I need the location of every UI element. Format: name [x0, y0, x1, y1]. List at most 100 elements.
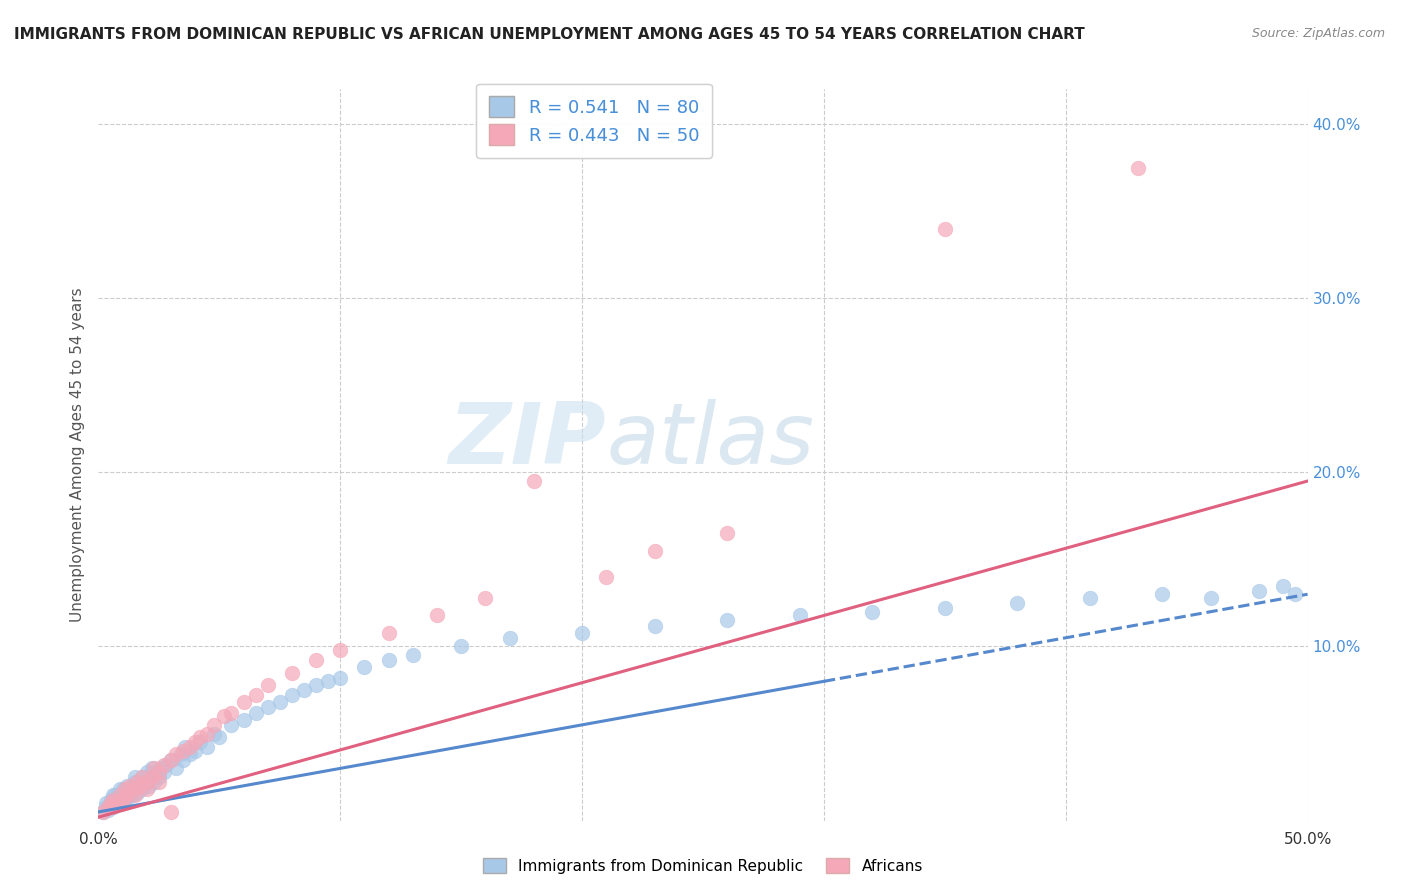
Point [256, 700, 278, 714]
Point [1284, 587, 1306, 601]
Point [117, 786, 139, 800]
Point [1152, 587, 1174, 601]
Point [860, 605, 883, 619]
Point [121, 788, 143, 802]
Point [329, 643, 352, 657]
Point [169, 747, 191, 762]
Point [107, 796, 129, 810]
Point [118, 789, 141, 804]
Point [644, 543, 666, 558]
Text: Source: ZipAtlas.com: Source: ZipAtlas.com [1251, 27, 1385, 40]
Point [204, 718, 226, 732]
Point [204, 726, 226, 740]
Y-axis label: Unemployment Among Ages 45 to 54 years: Unemployment Among Ages 45 to 54 years [69, 287, 84, 623]
Point [281, 688, 304, 702]
Point [107, 789, 129, 804]
Point [124, 782, 146, 797]
Point [111, 782, 134, 797]
Point [221, 718, 243, 732]
Point [97, 803, 120, 817]
Point [212, 709, 235, 723]
Point [152, 764, 174, 779]
Point [232, 713, 254, 727]
Point [114, 782, 136, 797]
Point [450, 640, 472, 654]
Point [245, 688, 267, 702]
Point [316, 674, 339, 689]
Point [523, 474, 546, 488]
Point [269, 695, 291, 709]
Point [174, 740, 197, 755]
Point [184, 735, 207, 749]
Point [111, 793, 134, 807]
Point [172, 753, 194, 767]
Point [145, 764, 167, 779]
Point [1078, 591, 1101, 605]
Text: IMMIGRANTS FROM DOMINICAN REPUBLIC VS AFRICAN UNEMPLOYMENT AMONG AGES 45 TO 54 Y: IMMIGRANTS FROM DOMINICAN REPUBLIC VS AF… [14, 27, 1085, 42]
Point [128, 779, 150, 793]
Point [353, 660, 375, 674]
Point [474, 591, 496, 605]
Point [402, 648, 425, 663]
Point [131, 770, 153, 784]
Point [1249, 583, 1271, 598]
Point [128, 779, 150, 793]
Point [595, 570, 617, 584]
Point [94, 799, 117, 814]
Point [100, 799, 122, 814]
Point [184, 744, 207, 758]
Point [131, 782, 153, 797]
Point [118, 779, 141, 793]
Point [179, 740, 201, 755]
Point [571, 625, 593, 640]
Point [256, 678, 278, 692]
Point [108, 793, 131, 807]
Point [101, 793, 124, 807]
Point [108, 782, 131, 797]
Point [644, 618, 666, 632]
Point [160, 753, 183, 767]
Point [124, 788, 146, 802]
Point [108, 788, 131, 802]
Point [114, 793, 136, 807]
Point [377, 653, 399, 667]
Point [100, 793, 122, 807]
Point [789, 608, 811, 623]
Point [117, 788, 139, 802]
Text: atlas: atlas [606, 399, 814, 482]
Point [155, 758, 177, 772]
Point [127, 775, 149, 789]
Point [135, 764, 157, 779]
Point [329, 671, 352, 685]
Point [165, 747, 187, 762]
Point [232, 695, 254, 709]
Point [188, 735, 211, 749]
Point [100, 796, 122, 810]
Point [1007, 596, 1029, 610]
Point [1199, 591, 1222, 605]
Point [143, 775, 166, 789]
Point [188, 730, 211, 744]
Point [141, 761, 163, 775]
Point [107, 796, 129, 810]
Point [111, 788, 134, 802]
Point [1128, 161, 1150, 175]
Legend: Immigrants from Dominican Republic, Africans: Immigrants from Dominican Republic, Afri… [477, 852, 929, 880]
Point [124, 782, 146, 797]
Text: ZIP: ZIP [449, 399, 606, 482]
Point [148, 764, 170, 779]
Point [148, 770, 170, 784]
Point [127, 786, 149, 800]
Point [281, 665, 304, 680]
Point [716, 526, 738, 541]
Legend: R = 0.541   N = 80, R = 0.443   N = 50: R = 0.541 N = 80, R = 0.443 N = 50 [477, 84, 711, 158]
Point [1272, 578, 1295, 592]
Point [148, 775, 170, 789]
Point [118, 782, 141, 797]
Point [245, 706, 267, 720]
Point [195, 740, 218, 755]
Point [165, 761, 187, 775]
Point [498, 631, 520, 645]
Point [111, 793, 134, 807]
Point [195, 726, 218, 740]
